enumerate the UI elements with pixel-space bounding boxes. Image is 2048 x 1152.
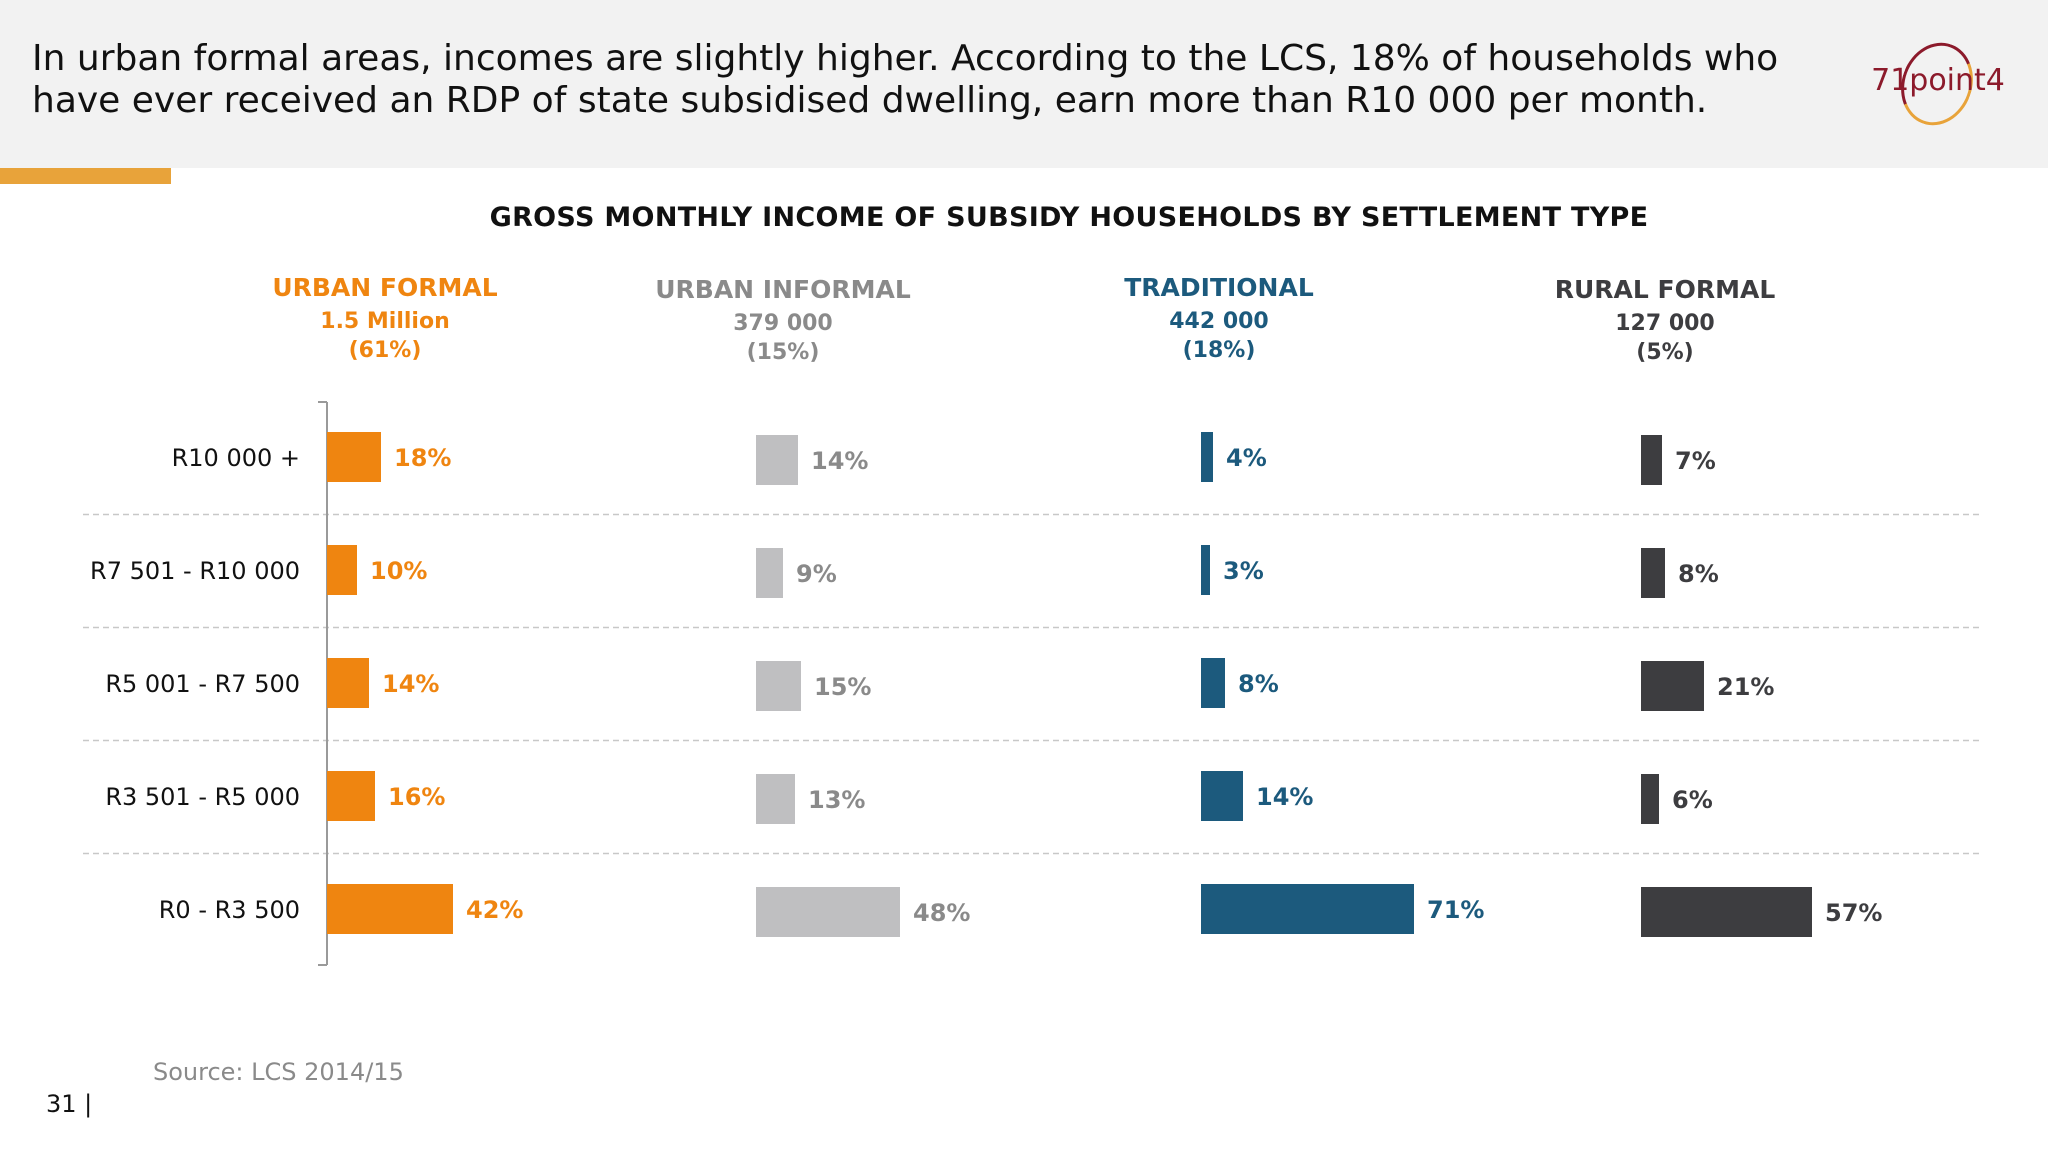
series-households-urban-informal: 379 000 xyxy=(733,311,833,336)
data-label-urban-informal: 15% xyxy=(814,673,871,701)
data-label-urban-formal: 42% xyxy=(466,896,523,924)
bar-rural-formal-r3-501-r5-000 xyxy=(1641,774,1659,824)
bar-urban-informal-r5-001-r7-500 xyxy=(756,661,801,711)
brand-logo: 71point4 xyxy=(1858,32,2018,136)
series-header-rural-formal: RURAL FORMAL xyxy=(1555,275,1776,304)
data-label-urban-informal: 48% xyxy=(913,899,970,927)
series-header-urban-informal: URBAN INFORMAL xyxy=(655,275,911,304)
data-label-traditional: 4% xyxy=(1226,444,1267,472)
series-header-traditional: TRADITIONAL xyxy=(1124,273,1314,302)
series-share-urban-informal: (15%) xyxy=(747,340,820,365)
bar-urban-formal-r5-001-r7-500 xyxy=(327,658,369,708)
bar-traditional-r5-001-r7-500 xyxy=(1201,658,1225,708)
data-label-traditional: 3% xyxy=(1223,557,1264,585)
category-label: R5 001 - R7 500 xyxy=(105,670,300,698)
bar-traditional-r3-501-r5-000 xyxy=(1201,771,1243,821)
bar-traditional-r0-r3-500 xyxy=(1201,884,1414,934)
series-share-urban-formal: (61%) xyxy=(349,338,422,363)
page-number: 31 | xyxy=(46,1090,93,1118)
data-label-rural-formal: 21% xyxy=(1717,673,1774,701)
bar-rural-formal-r0-r3-500 xyxy=(1641,887,1812,937)
data-label-urban-informal: 13% xyxy=(808,786,865,814)
slide-headline: In urban formal areas, incomes are sligh… xyxy=(32,38,1779,121)
bar-rural-formal-r10-000 xyxy=(1641,435,1662,485)
series-households-urban-formal: 1.5 Million xyxy=(320,309,449,334)
category-label: R10 000 + xyxy=(172,444,300,472)
bar-traditional-r10-000 xyxy=(1201,432,1213,482)
bar-urban-formal-r3-501-r5-000 xyxy=(327,771,375,821)
accent-bar xyxy=(0,168,171,184)
data-label-rural-formal: 8% xyxy=(1678,560,1719,588)
data-label-urban-informal: 14% xyxy=(811,447,868,475)
data-label-urban-formal: 10% xyxy=(370,557,427,585)
chart-title: GROSS MONTHLY INCOME OF SUBSIDY HOUSEHOL… xyxy=(489,202,1649,233)
bar-urban-informal-r7-501-r10-000 xyxy=(756,548,783,598)
bar-urban-informal-r3-501-r5-000 xyxy=(756,774,795,824)
bar-urban-formal-r7-501-r10-000 xyxy=(327,545,357,595)
series-share-rural-formal: (5%) xyxy=(1636,340,1693,365)
data-label-urban-formal: 14% xyxy=(382,670,439,698)
data-label-rural-formal: 6% xyxy=(1672,786,1713,814)
data-label-urban-formal: 18% xyxy=(394,444,451,472)
bar-traditional-r7-501-r10-000 xyxy=(1201,545,1210,595)
data-label-urban-formal: 16% xyxy=(388,783,445,811)
slide-header: In urban formal areas, incomes are sligh… xyxy=(0,0,2048,168)
category-label: R3 501 - R5 000 xyxy=(105,783,300,811)
bar-rural-formal-r5-001-r7-500 xyxy=(1641,661,1704,711)
bar-urban-informal-r0-r3-500 xyxy=(756,887,900,937)
bar-urban-informal-r10-000 xyxy=(756,435,798,485)
data-label-traditional: 14% xyxy=(1256,783,1313,811)
data-label-rural-formal: 7% xyxy=(1675,447,1716,475)
bar-urban-formal-r0-r3-500 xyxy=(327,884,453,934)
logo-text: 71point4 xyxy=(1871,63,2005,98)
series-households-traditional: 442 000 xyxy=(1169,309,1269,334)
category-label: R0 - R3 500 xyxy=(159,896,300,924)
bar-urban-formal-r10-000 xyxy=(327,432,381,482)
series-header-urban-formal: URBAN FORMAL xyxy=(272,273,497,302)
category-label: R7 501 - R10 000 xyxy=(90,557,300,585)
data-label-rural-formal: 57% xyxy=(1825,899,1882,927)
data-label-traditional: 8% xyxy=(1238,670,1279,698)
series-households-rural-formal: 127 000 xyxy=(1615,311,1715,336)
series-share-traditional: (18%) xyxy=(1183,338,1256,363)
data-label-traditional: 71% xyxy=(1427,896,1484,924)
bar-rural-formal-r7-501-r10-000 xyxy=(1641,548,1665,598)
data-label-urban-informal: 9% xyxy=(796,560,837,588)
source-note: Source: LCS 2014/15 xyxy=(153,1058,404,1086)
